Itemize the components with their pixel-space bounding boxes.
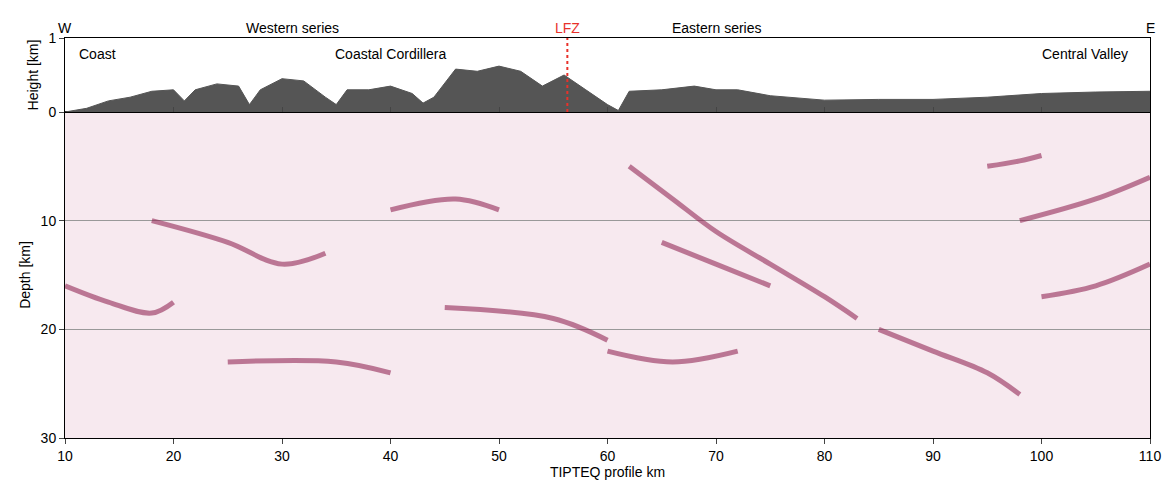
svg-text:10: 10 <box>41 213 57 229</box>
svg-text:Height [km]: Height [km] <box>25 40 41 111</box>
svg-text:TIPTEQ profile km: TIPTEQ profile km <box>550 464 665 480</box>
svg-text:60: 60 <box>600 448 616 464</box>
svg-text:50: 50 <box>491 448 507 464</box>
svg-text:20: 20 <box>166 448 182 464</box>
svg-text:80: 80 <box>817 448 833 464</box>
svg-text:E: E <box>1146 20 1155 36</box>
svg-text:Depth [km]: Depth [km] <box>17 241 33 309</box>
svg-text:90: 90 <box>925 448 941 464</box>
svg-text:Coastal Cordillera: Coastal Cordillera <box>335 46 446 62</box>
svg-text:Central Valley: Central Valley <box>1042 46 1128 62</box>
svg-text:30: 30 <box>274 448 290 464</box>
svg-text:110: 110 <box>1139 448 1162 464</box>
svg-text:1: 1 <box>48 30 56 46</box>
svg-text:10: 10 <box>57 448 73 464</box>
svg-text:40: 40 <box>383 448 399 464</box>
svg-text:Western series: Western series <box>246 20 339 36</box>
svg-text:W: W <box>58 20 72 36</box>
svg-text:Coast: Coast <box>79 46 116 62</box>
svg-text:LFZ: LFZ <box>555 20 580 36</box>
svg-text:70: 70 <box>708 448 724 464</box>
svg-text:30: 30 <box>41 430 57 446</box>
svg-text:100: 100 <box>1030 448 1054 464</box>
svg-text:0: 0 <box>48 104 56 120</box>
svg-text:20: 20 <box>41 321 57 337</box>
svg-text:Eastern series: Eastern series <box>672 20 761 36</box>
